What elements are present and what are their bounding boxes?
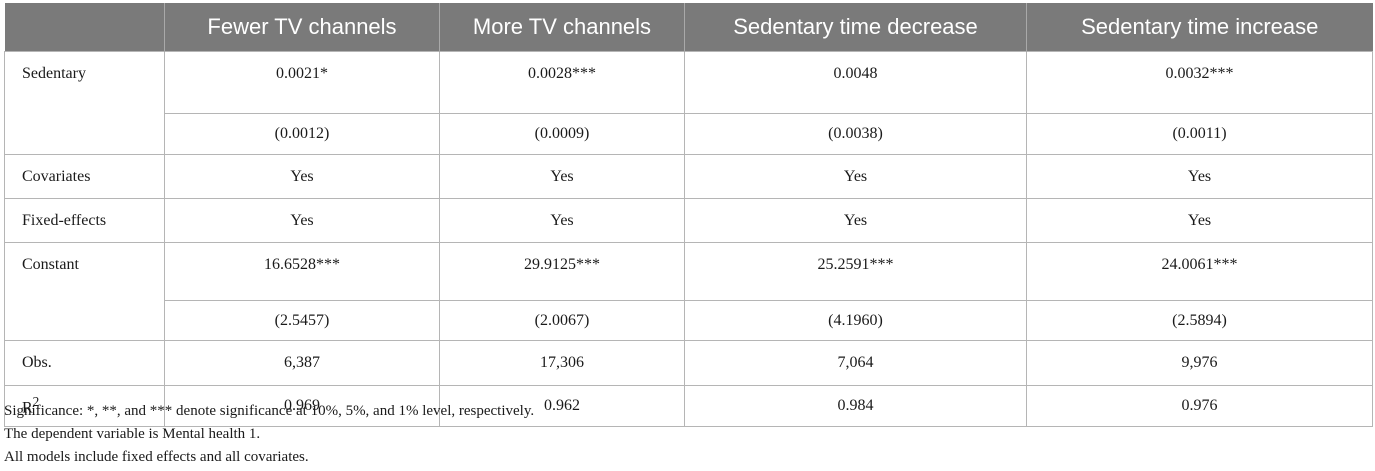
header-row: Fewer TV channels More TV channels Seden… <box>4 3 1373 52</box>
obs-more-tv: 17,306 <box>439 340 685 386</box>
constant-coef-more-tv: 29.9125*** <box>439 242 685 301</box>
row-label-fixed-effects: Fixed-effects <box>4 198 165 243</box>
table-notes: Significance: *, **, and *** denote sign… <box>4 400 534 469</box>
covariates-time-decrease: Yes <box>684 154 1027 199</box>
row-label-sedentary: Sedentary <box>4 51 165 155</box>
r-squared-time-decrease: 0.984 <box>684 385 1027 427</box>
constant-se-time-decrease: (4.1960) <box>684 300 1027 341</box>
constant-se-time-increase: (2.5894) <box>1026 300 1373 341</box>
header-cell-sedentary-time-increase: Sedentary time increase <box>1026 3 1373 52</box>
table-row-sedentary-se: (0.0012) (0.0009) (0.0038) (0.0011) <box>5 113 1373 155</box>
sedentary-coef-fewer-tv: 0.0021* <box>164 51 440 114</box>
r-squared-more-tv: 0.962 <box>439 385 685 427</box>
sedentary-se-time-increase: (0.0011) <box>1026 113 1373 155</box>
row-label-covariates: Covariates <box>4 154 165 199</box>
table-row-constant: Constant 16.6528*** 29.9125*** 25.2591**… <box>4 242 1373 341</box>
table-row-covariates: Covariates Yes Yes Yes Yes <box>4 154 1373 199</box>
sedentary-se-fewer-tv: (0.0012) <box>164 113 440 155</box>
sedentary-coef-time-decrease: 0.0048 <box>684 51 1027 114</box>
covariates-more-tv: Yes <box>439 154 685 199</box>
header-cell-fewer-tv-channels: Fewer TV channels <box>164 3 440 52</box>
table-body: Sedentary 0.0021* 0.0028*** 0.0048 0.003… <box>4 51 1373 427</box>
fixed-effects-time-increase: Yes <box>1026 198 1373 243</box>
row-label-r-squared: R2 <box>4 385 165 427</box>
r-squared-fewer-tv: 0.969 <box>164 385 440 427</box>
constant-coef-time-increase: 24.0061*** <box>1026 242 1373 301</box>
constant-se-fewer-tv: (2.5457) <box>164 300 440 341</box>
sedentary-coef-more-tv: 0.0028*** <box>439 51 685 114</box>
table-header: Fewer TV channels More TV channels Seden… <box>4 3 1373 52</box>
obs-time-decrease: 7,064 <box>684 340 1027 386</box>
obs-fewer-tv: 6,387 <box>164 340 440 386</box>
table-row-r-squared: R2 0.969 0.962 0.984 0.976 <box>4 385 1373 427</box>
header-cell-empty <box>4 3 165 52</box>
header-cell-sedentary-time-decrease: Sedentary time decrease <box>684 3 1027 52</box>
constant-coef-fewer-tv: 16.6528*** <box>164 242 440 301</box>
row-label-constant: Constant <box>4 242 165 341</box>
obs-time-increase: 9,976 <box>1026 340 1373 386</box>
row-label-obs: Obs. <box>4 340 165 386</box>
sedentary-se-more-tv: (0.0009) <box>439 113 685 155</box>
r-squared-time-increase: 0.976 <box>1026 385 1373 427</box>
fixed-effects-fewer-tv: Yes <box>164 198 440 243</box>
note-models: All models include fixed effects and all… <box>4 449 309 465</box>
sedentary-coef-time-increase: 0.0032*** <box>1026 51 1373 114</box>
constant-se-more-tv: (2.0067) <box>439 300 685 341</box>
note-significance: Significance: *, **, and *** denote sign… <box>4 403 535 419</box>
table-row-obs: Obs. 6,387 17,306 7,064 9,976 <box>4 340 1373 386</box>
sedentary-se-time-decrease: (0.0038) <box>684 113 1027 155</box>
regression-table: Fewer TV channels More TV channels Seden… <box>4 3 1373 427</box>
fixed-effects-more-tv: Yes <box>439 198 685 243</box>
table-row-fixed-effects: Fixed-effects Yes Yes Yes Yes <box>4 198 1373 243</box>
r-squared-letter: R <box>22 399 33 417</box>
note-dependent-variable: The dependent variable is Mental health … <box>4 426 261 442</box>
covariates-fewer-tv: Yes <box>164 154 440 199</box>
table-row-sedentary: Sedentary 0.0021* 0.0028*** 0.0048 0.003… <box>4 51 1373 155</box>
covariates-time-increase: Yes <box>1026 154 1373 199</box>
table-row-constant-se: (2.5457) (2.0067) (4.1960) (2.5894) <box>5 300 1373 341</box>
header-cell-more-tv-channels: More TV channels <box>439 3 685 52</box>
r-squared-superscript: 2 <box>32 394 40 410</box>
fixed-effects-time-decrease: Yes <box>684 198 1027 243</box>
constant-coef-time-decrease: 25.2591*** <box>684 242 1027 301</box>
